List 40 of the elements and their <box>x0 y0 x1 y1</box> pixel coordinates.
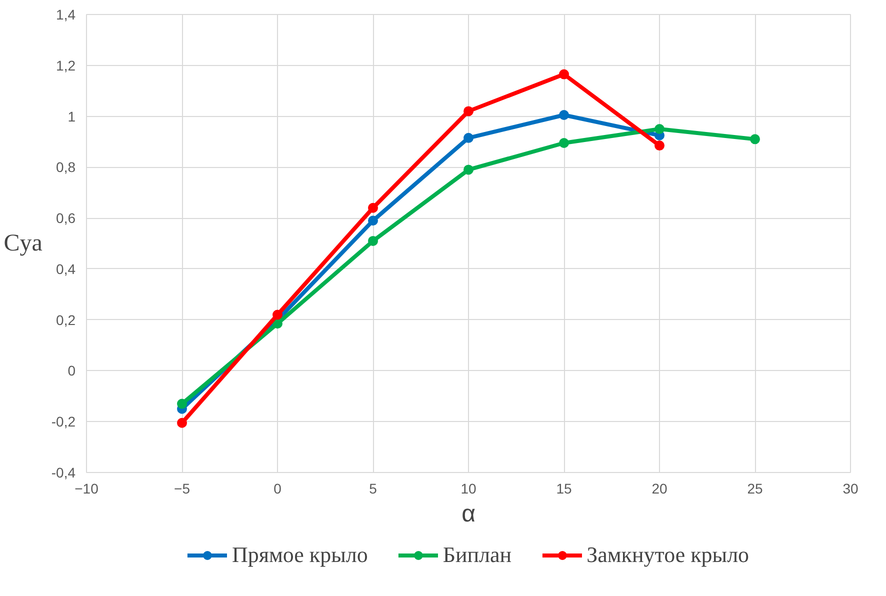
point <box>177 418 187 428</box>
x-tick-label: −10 <box>74 480 99 496</box>
y-tick-label: 1 <box>68 108 76 124</box>
y-tick-label: 0 <box>68 362 76 379</box>
point <box>464 164 474 175</box>
point <box>559 110 569 120</box>
point <box>654 140 664 151</box>
x-tick-label: 5 <box>369 480 378 496</box>
y-tick-label: 0,2 <box>56 312 76 328</box>
point <box>272 318 282 329</box>
x-tick-label: 20 <box>652 480 668 496</box>
point <box>272 310 282 320</box>
y-tick-label: 1,4 <box>56 6 76 22</box>
x-tick-label: 25 <box>747 480 763 496</box>
y-tick-label: 0,4 <box>56 260 76 277</box>
x-axis-title: α <box>462 500 476 528</box>
point <box>177 398 187 409</box>
x-tick-label: 0 <box>274 480 282 496</box>
point <box>654 124 664 134</box>
legend-label: Прямое крыло <box>232 542 368 568</box>
point <box>559 138 569 148</box>
point <box>559 69 569 80</box>
x-tick-label: 15 <box>556 480 572 496</box>
point <box>464 106 474 116</box>
y-tick-label: -0,2 <box>51 414 76 430</box>
y-tick-label: 1,2 <box>56 57 76 74</box>
legend-label: Замкнутое крыло <box>586 542 750 568</box>
y-tick-label: -0,4 <box>51 464 76 480</box>
y-tick-label: 0,6 <box>56 210 76 226</box>
point <box>368 216 378 226</box>
legend-label: Биплан <box>442 542 512 568</box>
point <box>368 202 378 213</box>
point <box>750 134 760 144</box>
y-axis-title: Cya <box>4 230 43 256</box>
x-tick-label: −5 <box>174 480 190 496</box>
x-tick-label: 30 <box>842 480 858 496</box>
point <box>464 132 474 143</box>
point <box>368 236 378 246</box>
y-tick-label: 0,8 <box>56 159 76 176</box>
x-tick-label: 10 <box>460 480 476 496</box>
